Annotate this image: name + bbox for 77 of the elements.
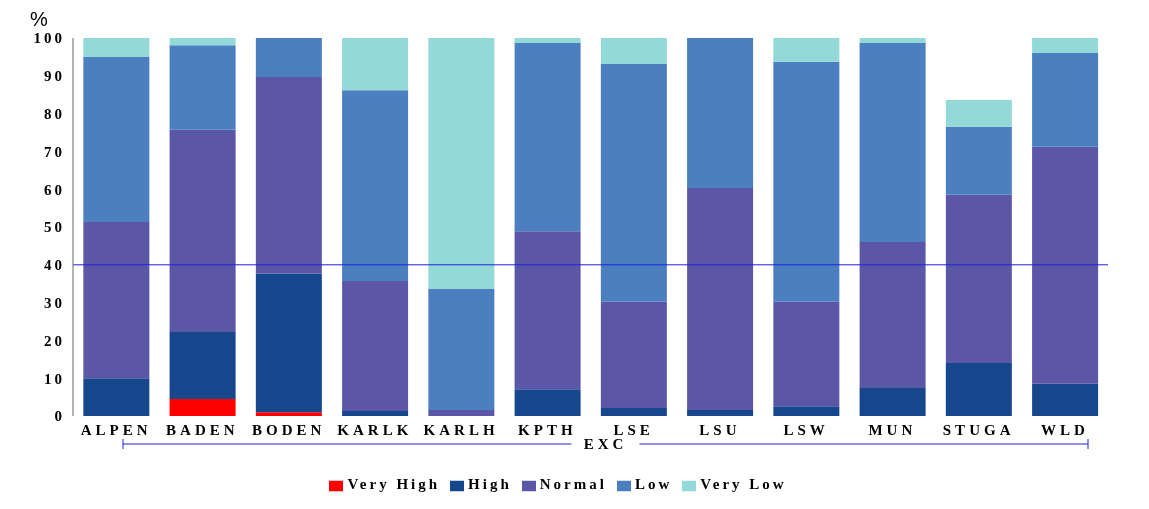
bar [514, 42, 581, 232]
bar [83, 378, 150, 416]
bar [428, 38, 495, 289]
bar [1032, 383, 1099, 416]
y-tick-label: 50 [44, 219, 65, 236]
bar [945, 99, 1012, 127]
x-tick-label: STUGA [942, 421, 1015, 438]
y-axis-title: % [30, 8, 48, 30]
x-axis-title: EXC [583, 436, 628, 452]
bar [169, 38, 236, 46]
bar [600, 408, 667, 416]
bar [342, 38, 409, 91]
y-tick-label: 20 [44, 332, 65, 349]
x-tick-label: KARLK [337, 421, 413, 438]
x-tick-label: KPTH [518, 421, 577, 438]
bar [600, 64, 667, 302]
bar [514, 389, 581, 416]
y-tick-label: 80 [44, 105, 65, 122]
legend-label: Very Low [700, 476, 787, 492]
x-tick-label: LSE [613, 421, 654, 438]
y-tick-label: 70 [44, 143, 65, 160]
legend-label: Very High [347, 476, 441, 492]
bar [83, 56, 150, 223]
legend-label: Normal [539, 476, 607, 492]
bar [1032, 146, 1099, 384]
y-tick-label: 40 [44, 257, 65, 274]
bar [859, 388, 926, 416]
x-tick-label: KARLH [423, 421, 499, 438]
x-tick-label: LSU [699, 421, 741, 438]
bar [600, 38, 667, 65]
bar [169, 45, 236, 130]
bar [1032, 38, 1099, 54]
y-tick-label: 0 [54, 408, 65, 425]
x-tick-label: WLD [1040, 421, 1089, 438]
bar [342, 281, 409, 412]
bar [687, 188, 754, 410]
bar [600, 301, 667, 409]
bar [687, 409, 754, 416]
bar [169, 398, 236, 416]
bar [687, 38, 754, 189]
bar [342, 411, 409, 416]
bar [255, 412, 322, 416]
bar [83, 38, 150, 57]
bar [773, 301, 840, 407]
bar [342, 90, 409, 282]
bar [255, 273, 322, 413]
bar [428, 409, 495, 416]
bar [169, 129, 236, 333]
bar [859, 242, 926, 389]
x-tick-label: BODEN [251, 421, 326, 438]
bar [514, 231, 581, 390]
x-tick-label: ALPEN [80, 421, 152, 438]
bar [773, 406, 840, 416]
legend-label: High [468, 476, 512, 492]
y-tick-label: 60 [44, 181, 65, 198]
bar [945, 363, 1012, 416]
x-tick-label: BADEN [166, 421, 239, 438]
bar [859, 42, 926, 243]
bar [255, 38, 322, 77]
bar [428, 288, 495, 410]
y-tick-label: 10 [44, 370, 65, 387]
bar [945, 126, 1012, 195]
x-tick-label: LSW [783, 421, 829, 438]
y-tick-label: 30 [44, 294, 65, 311]
bar [773, 61, 840, 302]
bar [773, 38, 840, 62]
bar [514, 38, 581, 43]
bar [945, 194, 1012, 364]
x-tick-label: MUN [868, 421, 917, 438]
bar [83, 222, 150, 379]
bar [859, 38, 926, 43]
bar [1032, 53, 1099, 147]
y-tick-label: 90 [44, 68, 65, 85]
bar [255, 76, 322, 274]
y-tick-label: 100 [33, 30, 65, 47]
bar [169, 332, 236, 399]
legend-label: Low [634, 476, 673, 492]
